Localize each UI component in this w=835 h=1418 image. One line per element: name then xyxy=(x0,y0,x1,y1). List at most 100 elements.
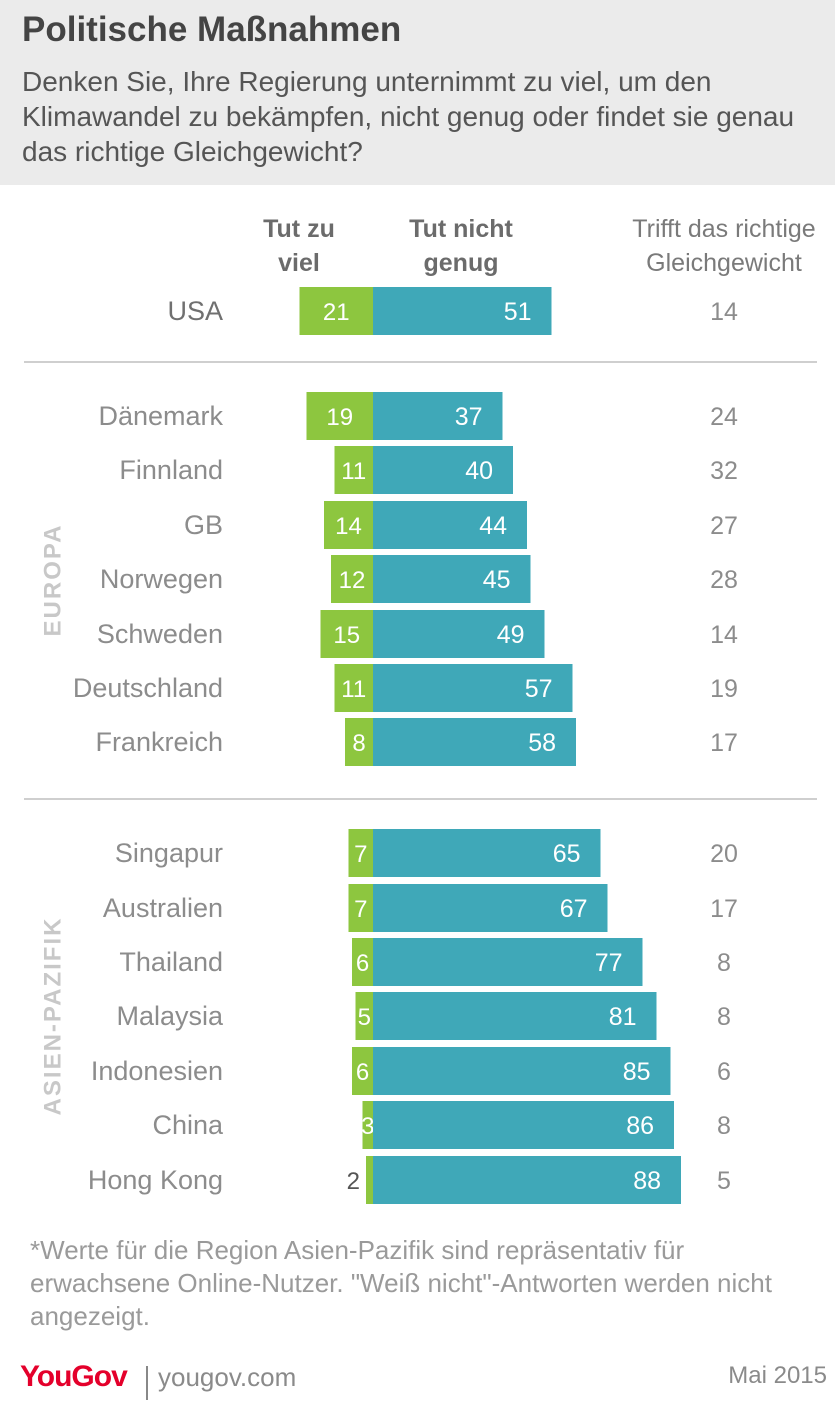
value-not-enough: 57 xyxy=(525,675,553,703)
value-too-much: 14 xyxy=(335,513,362,540)
chart: Tut zu viel Tut nicht genug Trifft das richt… xyxy=(24,215,817,1204)
bar-too-much xyxy=(362,1101,373,1149)
value-too-much: 8 xyxy=(352,730,365,757)
value-right-balance: 8 xyxy=(717,1003,731,1031)
value-too-much: 11 xyxy=(341,676,366,703)
country-label: Frankreich xyxy=(95,727,223,757)
bar-not-enough xyxy=(373,829,601,877)
value-right-balance: 14 xyxy=(710,621,738,649)
country-label: Deutschland xyxy=(73,673,223,703)
value-right-balance: 32 xyxy=(710,457,738,485)
country-label: Schweden xyxy=(97,619,223,649)
value-right-balance: 5 xyxy=(717,1167,731,1195)
value-too-much: 19 xyxy=(326,404,353,431)
value-not-enough: 65 xyxy=(553,840,581,868)
value-not-enough: 77 xyxy=(595,949,623,977)
value-right-balance: 24 xyxy=(710,403,738,431)
footnote: *Werte für die Region Asien-Pazifik sind… xyxy=(30,1235,772,1331)
header-too-much-line-2: viel xyxy=(278,249,320,277)
bar-too-much xyxy=(352,1047,373,1095)
country-label: USA xyxy=(167,296,223,326)
value-right-balance: 14 xyxy=(710,298,738,326)
value-too-much: 7 xyxy=(354,841,367,868)
bar-not-enough xyxy=(373,555,531,603)
country-label: Hong Kong xyxy=(88,1165,223,1195)
header-not-enough-line-1: Tut nicht xyxy=(409,215,513,243)
country-label: Malaysia xyxy=(116,1001,224,1031)
bar-not-enough xyxy=(373,287,552,335)
country-label: Dänemark xyxy=(98,401,223,431)
header-not-enough-line-2: genug xyxy=(424,249,499,277)
bar-too-much xyxy=(334,664,373,712)
chart-subtitle: Denken Sie, Ihre Regierung unternimmt zu… xyxy=(22,66,795,167)
bar-too-much xyxy=(366,1156,373,1204)
bar-too-much xyxy=(320,610,373,658)
bar-not-enough xyxy=(373,1156,681,1204)
value-too-much: 12 xyxy=(339,567,366,594)
value-right-balance: 20 xyxy=(710,840,738,868)
bar-not-enough xyxy=(373,392,503,440)
value-not-enough: 86 xyxy=(626,1112,654,1140)
value-right-balance: 27 xyxy=(710,512,738,540)
country-label: Finnland xyxy=(119,455,223,485)
bar-not-enough xyxy=(373,501,527,549)
bar-too-much xyxy=(348,829,373,877)
value-not-enough: 88 xyxy=(633,1167,661,1195)
bar-not-enough xyxy=(373,446,513,494)
header: Politische Maßnahmen Denken Sie, Ihre Re… xyxy=(0,0,835,185)
yougov-logo: YouGov xyxy=(20,1360,128,1393)
country-label: Singapur xyxy=(115,838,223,868)
header-right-balance-line-1: Trifft das richtige xyxy=(632,215,815,243)
site-link[interactable]: yougov.com xyxy=(158,1362,297,1392)
value-too-much: 7 xyxy=(354,896,367,923)
value-not-enough: 85 xyxy=(623,1058,651,1086)
value-too-much: 2 xyxy=(347,1168,360,1195)
value-not-enough: 58 xyxy=(528,729,556,757)
chart-title: Politische Maßnahmen xyxy=(22,10,402,49)
value-not-enough: 40 xyxy=(465,457,493,485)
bar-not-enough xyxy=(373,610,545,658)
value-too-much: 6 xyxy=(356,1059,369,1086)
country-label: Thailand xyxy=(119,947,223,977)
value-right-balance: 8 xyxy=(717,949,731,977)
bar-too-much xyxy=(306,392,373,440)
bar-not-enough xyxy=(373,992,657,1040)
header-too-much-line-1: Tut zu xyxy=(263,215,335,243)
value-not-enough: 49 xyxy=(497,621,525,649)
bar-too-much xyxy=(331,555,373,603)
value-not-enough: 44 xyxy=(479,512,507,540)
value-too-much: 15 xyxy=(333,622,360,649)
group-label-1: EUROPA xyxy=(39,524,66,637)
value-right-balance: 28 xyxy=(710,566,738,594)
value-not-enough: 67 xyxy=(560,895,588,923)
bar-too-much xyxy=(334,446,373,494)
bar-not-enough xyxy=(373,1047,671,1095)
bar-not-enough xyxy=(373,718,576,766)
bar-too-much xyxy=(299,287,373,335)
value-right-balance: 19 xyxy=(710,675,738,703)
value-too-much: 3 xyxy=(361,1113,374,1140)
footer: YouGov yougov.com Mai 2015 xyxy=(0,1360,835,1400)
value-not-enough: 45 xyxy=(483,566,511,594)
bar-too-much xyxy=(352,938,373,986)
value-too-much: 5 xyxy=(358,1004,371,1031)
date-label: Mai 2015 xyxy=(728,1362,827,1389)
value-right-balance: 6 xyxy=(717,1058,731,1086)
country-label: GB xyxy=(184,510,223,540)
value-too-much: 21 xyxy=(323,299,350,326)
value-right-balance: 17 xyxy=(710,729,738,757)
bar-too-much xyxy=(348,884,373,932)
country-label: Australien xyxy=(103,893,223,923)
bar-not-enough xyxy=(373,938,643,986)
bar-too-much xyxy=(324,501,373,549)
country-label: Indonesien xyxy=(91,1056,223,1086)
value-too-much: 6 xyxy=(356,950,369,977)
value-too-much: 11 xyxy=(341,458,366,485)
country-label: Norwegen xyxy=(100,564,223,594)
logo-divider xyxy=(146,1366,148,1400)
header-right-balance-line-2: Gleichgewicht xyxy=(646,249,802,277)
bar-too-much xyxy=(355,992,373,1040)
bar-not-enough xyxy=(373,664,573,712)
value-right-balance: 8 xyxy=(717,1112,731,1140)
value-right-balance: 17 xyxy=(710,895,738,923)
